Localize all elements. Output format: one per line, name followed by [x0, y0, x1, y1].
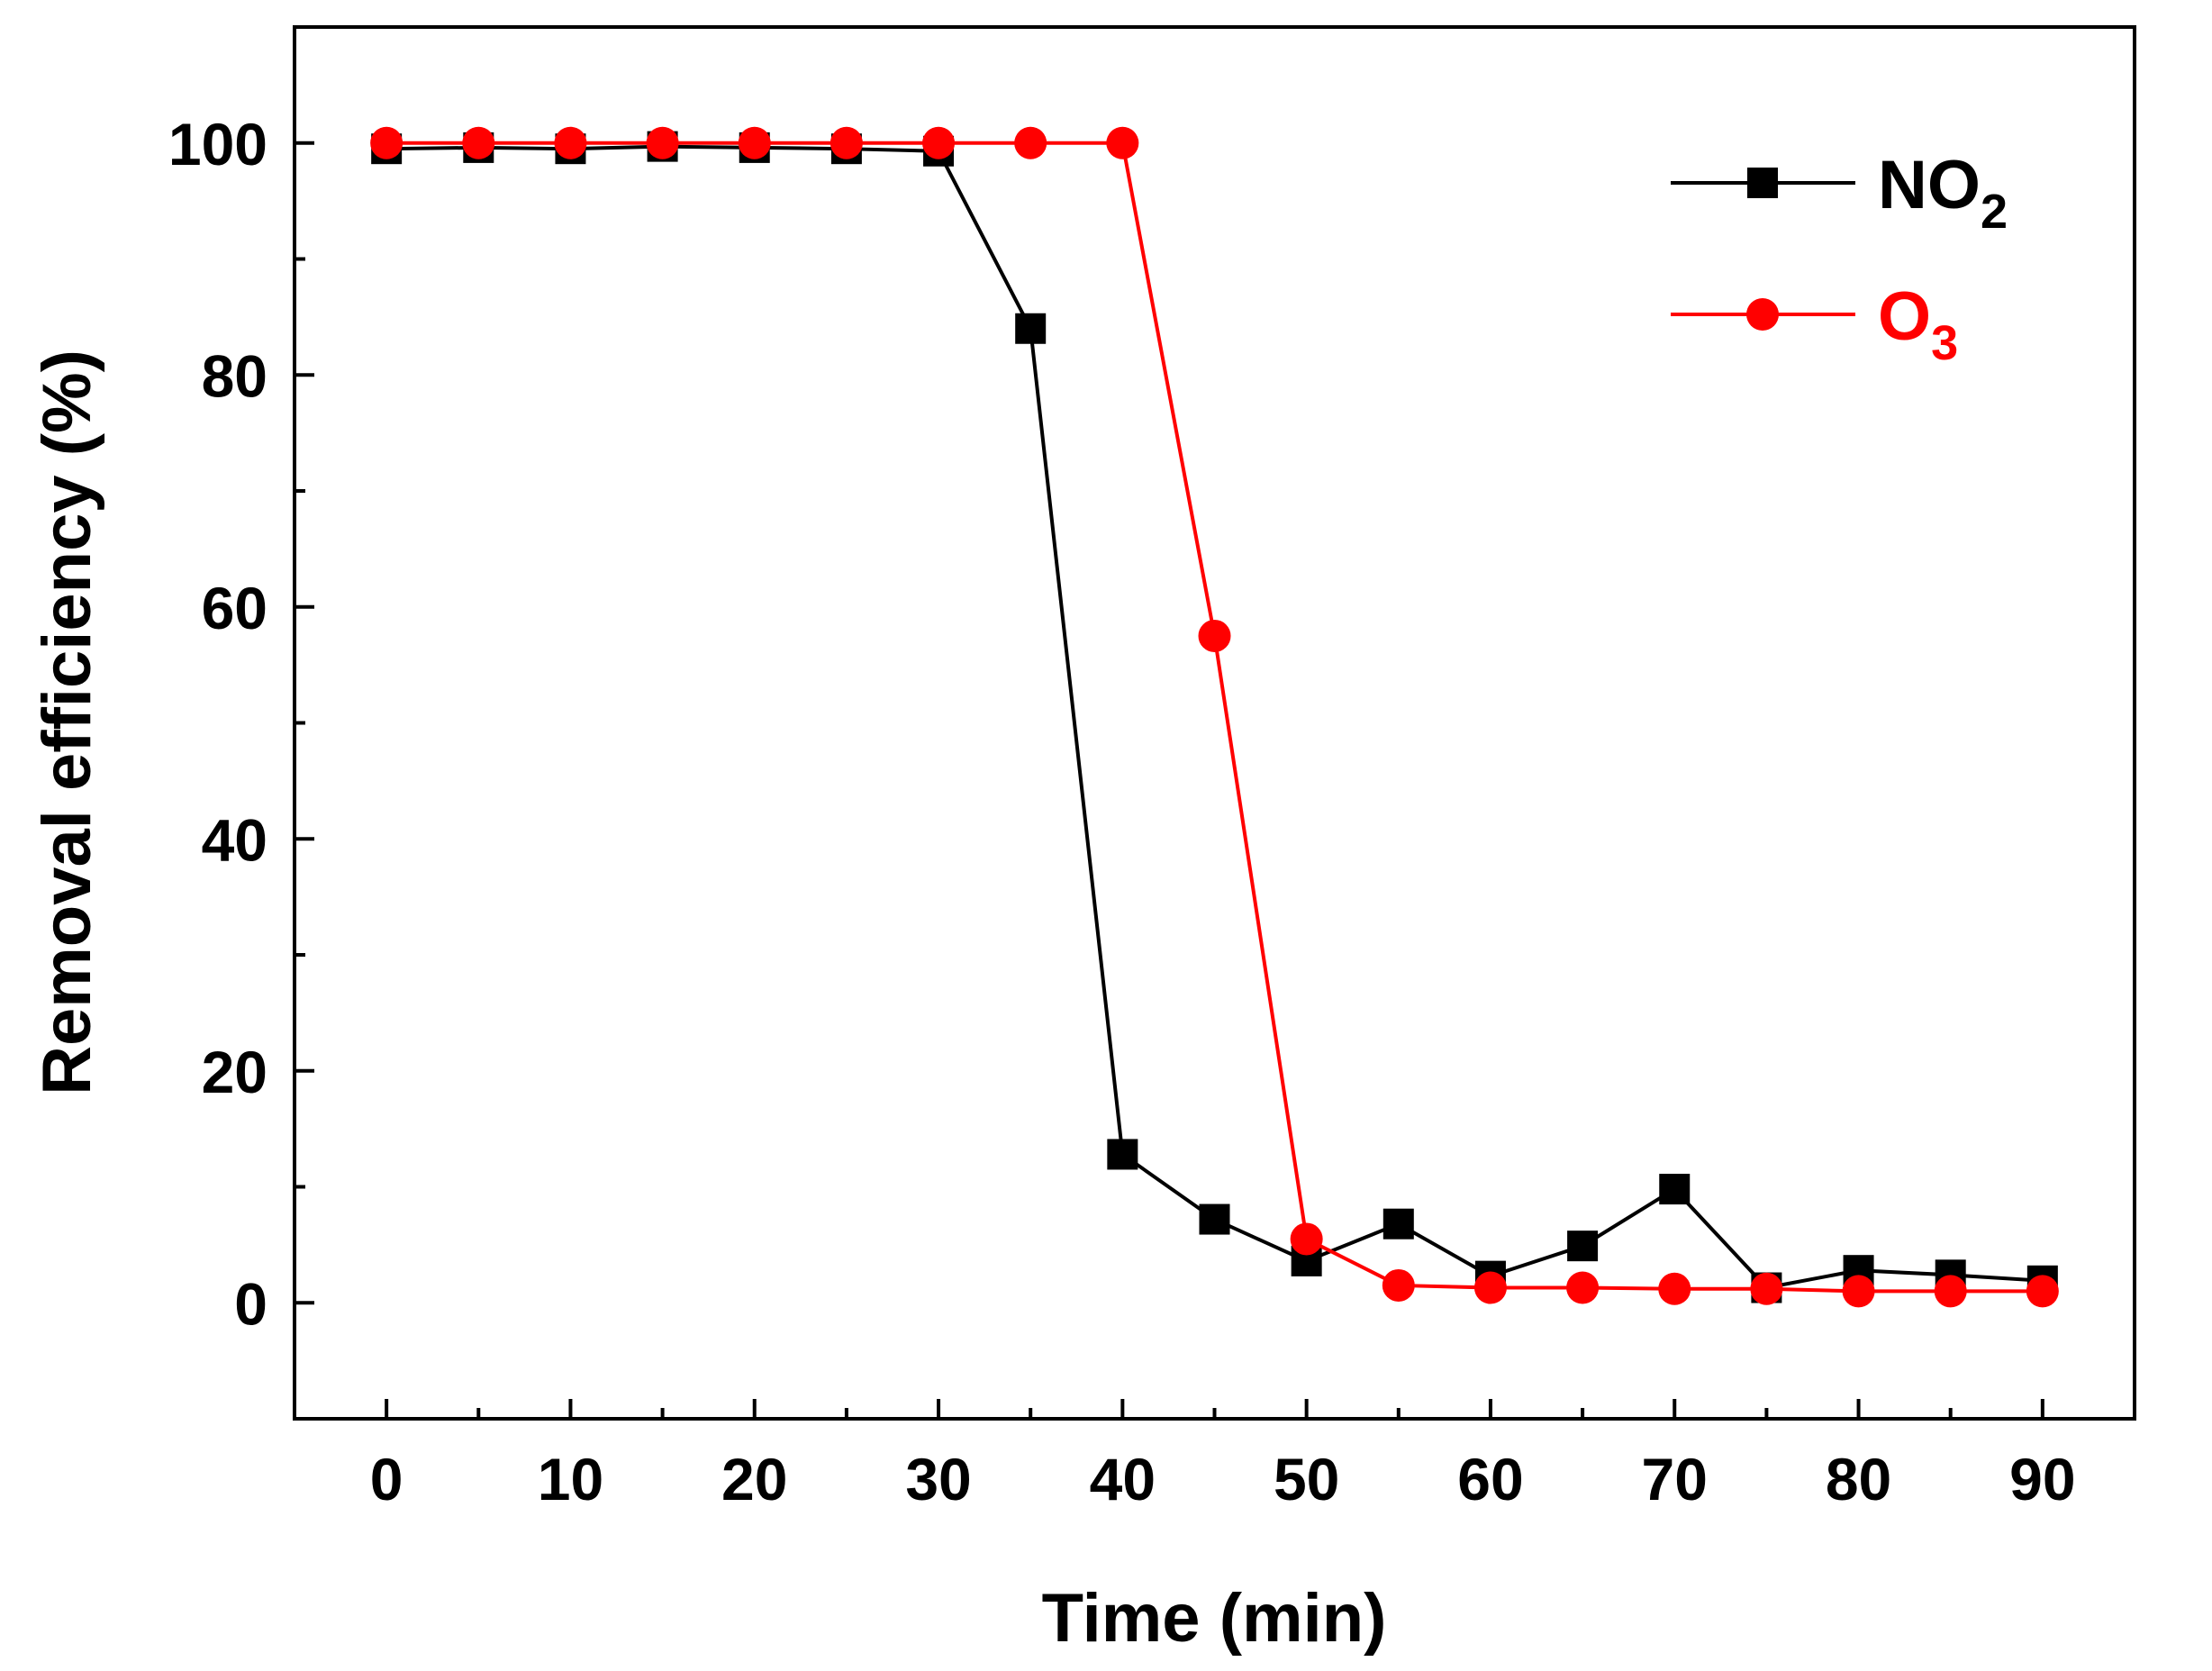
data-point-o3 [1106, 126, 1139, 159]
legend-label-no2-sub: 2 [1981, 185, 2008, 239]
data-point-o3 [1658, 1272, 1691, 1305]
x-tick-label: 70 [1642, 1446, 1708, 1512]
data-point-o3 [554, 126, 587, 159]
legend: NO2 O3 [1671, 147, 2008, 370]
x-axis-title: Time (min) [1042, 1580, 1387, 1657]
x-tick-label: 10 [538, 1446, 603, 1512]
y-tick-label: 100 [168, 111, 267, 177]
series-line-no2 [386, 144, 2043, 1290]
x-tick-label: 90 [2009, 1446, 2075, 1512]
data-point-o3 [2026, 1275, 2059, 1308]
data-point-o3 [1382, 1268, 1415, 1302]
data-point-no2 [1199, 1203, 1230, 1235]
y-tick-label: 40 [202, 806, 267, 873]
legend-label-no2: NO2 [1878, 147, 2008, 239]
data-point-no2 [1382, 1208, 1414, 1240]
data-point-o3 [370, 126, 403, 159]
x-tick-label: 80 [1826, 1446, 1891, 1512]
x-tick-label: 20 [721, 1446, 787, 1512]
legend-marker-no2 [1747, 168, 1778, 198]
y-axis-title: Removal efficiency (%) [29, 350, 105, 1095]
series-layer [370, 126, 2059, 1308]
data-point-o3 [1750, 1272, 1783, 1305]
data-point-o3 [1473, 1271, 1507, 1304]
data-point-o3 [830, 126, 863, 159]
y-tick-label: 0 [234, 1270, 267, 1337]
data-point-o3 [1014, 126, 1047, 159]
legend-label-o3-main: O [1878, 278, 1931, 355]
data-point-o3 [1566, 1271, 1600, 1304]
axis-tick-labels: 0 10 20 30 40 50 60 70 80 90 0 20 40 60 80 100 [168, 111, 2076, 1512]
data-point-o3 [462, 126, 495, 159]
data-point-o3 [738, 126, 771, 159]
data-point-o3 [1842, 1275, 1875, 1308]
y-tick-label: 60 [202, 575, 267, 641]
x-tick-label: 0 [370, 1446, 403, 1512]
legend-label-no2-main: NO [1878, 147, 1981, 223]
x-tick-label: 30 [905, 1446, 971, 1512]
legend-marker-o3 [1746, 298, 1779, 331]
data-point-o3 [646, 126, 679, 159]
data-point-no2 [1015, 313, 1047, 344]
y-tick-label: 20 [202, 1039, 267, 1105]
data-point-o3 [1290, 1222, 1323, 1256]
x-tick-label: 40 [1090, 1446, 1156, 1512]
data-point-no2 [1659, 1174, 1691, 1205]
y-tick-label: 80 [202, 342, 267, 409]
axis-ticks [295, 141, 2044, 1419]
data-point-no2 [1567, 1231, 1599, 1262]
x-tick-label: 60 [1457, 1446, 1523, 1512]
data-point-o3 [1934, 1275, 1967, 1308]
x-tick-label: 50 [1274, 1446, 1339, 1512]
legend-label-o3-sub: 3 [1931, 316, 1958, 370]
data-point-o3 [922, 126, 956, 159]
data-point-o3 [1198, 619, 1231, 652]
legend-label-o3: O3 [1878, 278, 1958, 370]
data-point-no2 [1107, 1139, 1138, 1170]
